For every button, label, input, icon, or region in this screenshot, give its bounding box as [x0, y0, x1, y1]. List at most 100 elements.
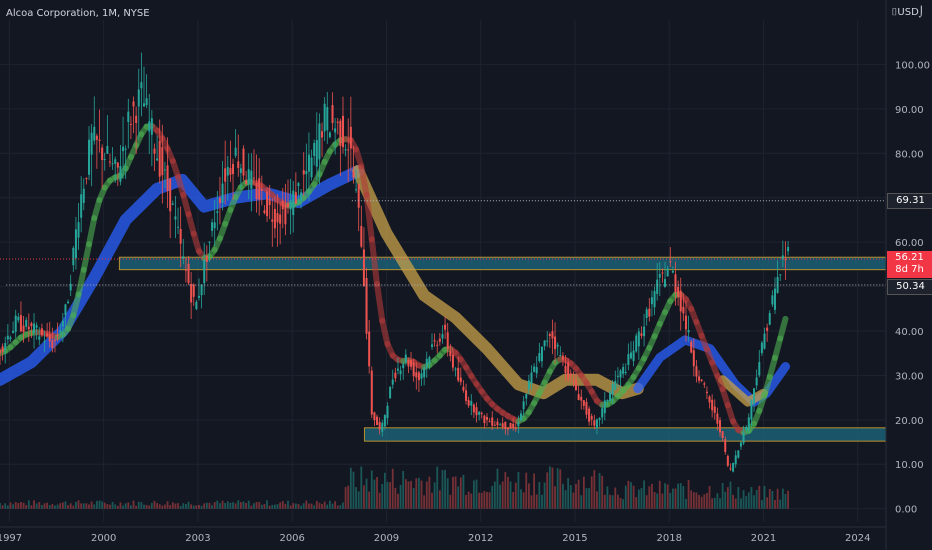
volume-bar — [514, 482, 517, 509]
volume-bar — [614, 487, 617, 509]
volume-bar — [88, 504, 90, 509]
candle-body — [781, 255, 784, 260]
candle-body — [339, 120, 342, 147]
volume-bar — [140, 502, 143, 509]
volume-bar — [436, 466, 439, 509]
candle-body — [287, 203, 290, 208]
candle-body — [150, 118, 153, 135]
candle-body — [729, 468, 732, 470]
candle-body — [294, 192, 297, 204]
volume-bar — [137, 501, 140, 509]
volume-bar — [164, 504, 166, 509]
candle-body — [433, 340, 436, 342]
candle-body — [389, 386, 392, 399]
candle-body — [349, 126, 352, 149]
volume-bar — [318, 502, 321, 509]
volume-bar — [438, 490, 441, 509]
volume-bar — [25, 504, 28, 509]
currency-label[interactable]: ⌷USD⌡ — [891, 7, 924, 18]
candle-body — [310, 157, 313, 178]
candle-body — [410, 360, 413, 367]
candle-body — [9, 337, 12, 340]
candle-body — [289, 199, 292, 210]
volume-bar — [114, 504, 117, 509]
candle-body — [19, 315, 22, 332]
volume-bar — [784, 494, 787, 509]
candle-body — [197, 295, 200, 298]
volume-bar — [224, 503, 227, 509]
candle-body — [171, 203, 174, 205]
candle-body — [713, 406, 716, 413]
candle-body — [137, 89, 140, 107]
candle-body — [368, 331, 371, 367]
volume-bar — [399, 484, 402, 509]
volume-bar — [40, 504, 43, 509]
x-tick-label: 2018 — [656, 533, 681, 544]
candle-body — [69, 283, 72, 291]
candle-body — [156, 158, 159, 161]
volume-bar — [274, 504, 276, 509]
candle-body — [135, 115, 138, 123]
time-axis[interactable]: 1997 2000 2003 2006 2009 2012 2015 2018 2021 2024 — [0, 526, 886, 544]
candle-body — [637, 331, 640, 347]
volume-bar — [496, 468, 499, 509]
volume-bar — [158, 504, 161, 509]
volume-bar — [575, 483, 577, 509]
candle-body — [593, 420, 596, 426]
volume-bar — [391, 468, 394, 509]
candle-body — [415, 372, 418, 378]
candle-body — [444, 324, 447, 330]
volume-bar — [695, 492, 698, 509]
candle-body — [603, 400, 606, 414]
horizontal-levels — [0, 200, 886, 286]
candle-body — [386, 405, 389, 419]
volume-bar — [35, 503, 38, 509]
candle-body — [378, 421, 381, 430]
short-ma-segment — [180, 191, 192, 218]
volume-bar — [577, 479, 580, 509]
candle-body — [661, 272, 664, 274]
volume-bar — [237, 500, 240, 509]
candle-body — [640, 333, 643, 336]
volume-bar — [525, 472, 528, 509]
candle-body — [260, 189, 263, 191]
candle-body — [362, 249, 365, 287]
short-ma-segment — [190, 230, 202, 255]
candle-body — [208, 241, 211, 243]
volume-bar — [153, 500, 156, 509]
volume-bar — [420, 480, 423, 509]
candle-body — [632, 350, 635, 362]
candle-body — [506, 427, 509, 430]
volume-bar — [444, 469, 446, 509]
volume-bar — [472, 480, 475, 509]
volume-bar — [85, 503, 88, 509]
candle-body — [56, 334, 59, 336]
volume-bar — [632, 485, 635, 509]
volume-bar — [763, 485, 766, 509]
chart-title: Alcoa Corporation, 1M, NYSE — [6, 8, 150, 19]
price-candles — [0, 52, 790, 473]
candle-body — [611, 383, 614, 395]
volume-bar — [535, 494, 538, 509]
candle-body — [705, 391, 708, 394]
volume-bar — [462, 474, 465, 509]
volume-bar — [145, 504, 148, 509]
volume-bar — [211, 505, 213, 509]
candle-body — [284, 204, 287, 225]
candle-body — [431, 344, 434, 347]
short-ma-segment — [771, 335, 784, 361]
x-tick-label: 1997 — [0, 533, 22, 544]
volume-bar — [38, 501, 41, 509]
candle-body — [399, 370, 402, 375]
candle-body — [370, 370, 373, 415]
candle-body — [127, 111, 130, 123]
volume-bar — [753, 495, 755, 509]
candle-body — [203, 259, 206, 284]
y-tick-label: 40.00 — [895, 327, 924, 338]
candle-body — [533, 366, 536, 373]
candle-body — [779, 274, 782, 276]
volume-bar — [9, 502, 12, 509]
candle-body — [59, 330, 62, 333]
candle-body — [114, 159, 117, 164]
